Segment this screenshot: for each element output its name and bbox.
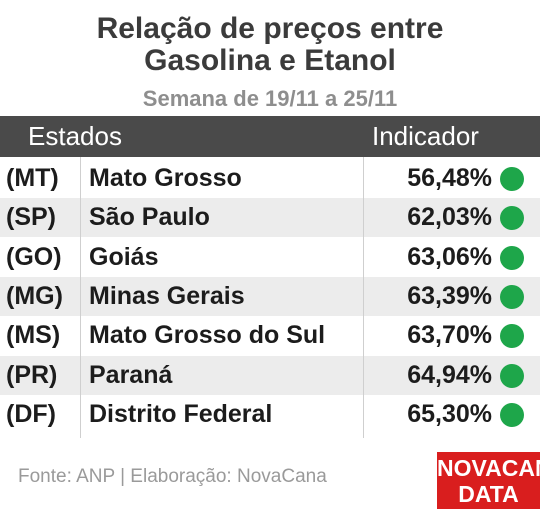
table-row: (PR) Paraná 64,94% (0, 355, 540, 395)
title: Gasolina e Etanol (144, 44, 396, 77)
status-dot (500, 324, 524, 349)
state-name: Mato Grosso do Sul (89, 321, 326, 350)
state-name: Minas Gerais (89, 281, 245, 310)
status-dot (500, 402, 524, 427)
table-header: Estados Indicador (0, 116, 540, 157)
state-code: (MG) (6, 281, 63, 310)
title: Relação de preços entre (96, 12, 444, 45)
state-code: (DF) (6, 399, 56, 428)
subtitle: Semana de 19/11 a 25/11 (142, 86, 398, 111)
indicator-value: 64,94% (407, 360, 492, 389)
logo-text: DATA (458, 481, 519, 507)
column-header: Indicador (372, 121, 479, 151)
status-dot (500, 284, 524, 309)
status-dot (500, 245, 524, 270)
column-divider (363, 157, 364, 438)
state-code: (MT) (6, 164, 59, 192)
table-row: (GO) Goiás 63,06% (0, 237, 540, 277)
source: Fonte: ANP | Elaboração: NovaCana (18, 466, 327, 487)
indicator-value: 56,48% (407, 164, 492, 192)
state-code: (SP) (6, 203, 56, 232)
state-code: (GO) (6, 242, 62, 271)
column-divider (80, 157, 81, 438)
state-code: (PR) (6, 360, 58, 389)
state-name: Goiás (89, 242, 159, 271)
state-name: Distrito Federal (89, 399, 273, 428)
state-name: São Paulo (89, 203, 210, 232)
column-header: Estados (28, 121, 122, 151)
status-dot (500, 206, 524, 231)
table-row: (MG) Minas Gerais 63,39% (0, 276, 540, 316)
table-row: (DF) Distrito Federal 65,30% (0, 394, 540, 434)
indicator-value: 63,06% (407, 242, 492, 271)
table-row: (MT) Mato Grosso 56,48% (0, 159, 540, 198)
indicator-value: 63,39% (407, 281, 492, 310)
indicator-value: 65,30% (407, 399, 492, 428)
indicator-value: 63,70% (407, 321, 492, 350)
table-row: (MS) Mato Grosso do Sul 63,70% (0, 316, 540, 356)
status-dot (500, 363, 524, 388)
status-dot (500, 167, 524, 191)
logo-text: NOVACANA (437, 455, 540, 481)
indicator-value: 62,03% (407, 203, 492, 232)
logo: NOVACANA DATA (437, 452, 540, 509)
table-row: (SP) São Paulo 62,03% (0, 198, 540, 238)
state-name: Mato Grosso (89, 164, 242, 192)
state-code: (MS) (6, 321, 61, 350)
state-name: Paraná (89, 360, 173, 389)
